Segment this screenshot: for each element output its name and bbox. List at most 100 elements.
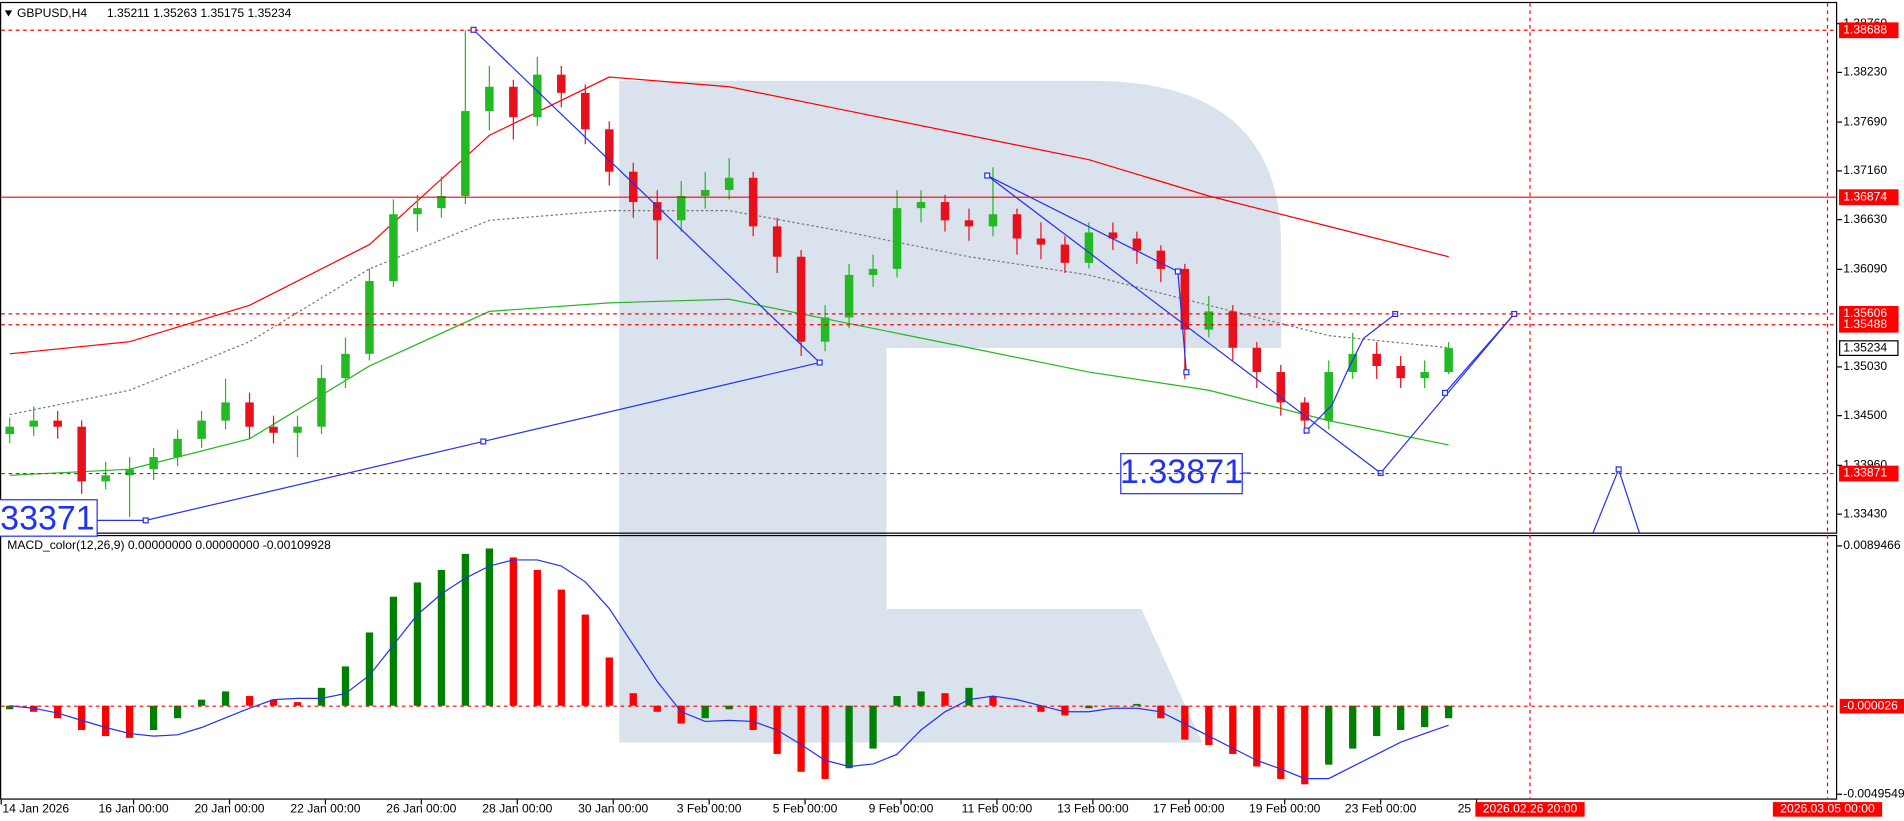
macd-bar [54, 705, 62, 719]
macd-bar [173, 705, 182, 719]
candle-body [796, 256, 806, 342]
y-tick-label: 1.35030 [1843, 359, 1887, 373]
y-tick-label: -0.0049549 [1843, 786, 1904, 800]
candle-body [149, 457, 158, 470]
macd-bar [1253, 705, 1261, 767]
x-tick-label: 23 Feb 00:00 [1345, 802, 1417, 816]
macd-panel-border [0, 534, 1838, 800]
macd-bar [221, 691, 230, 706]
macd-bar [701, 705, 709, 719]
candle-body [197, 420, 206, 439]
macd-bar [1061, 705, 1069, 716]
y-tick-label: 1.37690 [1843, 114, 1887, 128]
anchor [1174, 268, 1181, 275]
candle-body [317, 378, 326, 427]
candle-body [1060, 244, 1070, 263]
macd-bar [1301, 705, 1309, 785]
price-level-label: 1.35234 [1843, 340, 1887, 354]
x-tick-label: 20 Jan 00:00 [194, 802, 264, 816]
anchor [816, 359, 823, 366]
candle-body [700, 189, 710, 197]
candle-body [173, 438, 182, 458]
candle-body [1252, 347, 1262, 373]
candle-body [581, 92, 590, 130]
candle-body [1012, 214, 1022, 239]
macd-bar [869, 705, 877, 749]
anchor [984, 172, 991, 179]
ohlc-quote: 1.35211 1.35263 1.35175 1.35234 [107, 6, 292, 20]
candle-body [868, 268, 878, 275]
x-tick-label: 22 Jan 00:00 [290, 802, 360, 816]
candle-body [892, 208, 902, 269]
candle-body [53, 420, 62, 427]
candle-body [509, 86, 518, 118]
candle-body [29, 420, 38, 427]
price-level-label: 1.38688 [1843, 22, 1887, 36]
candle-body [1348, 353, 1357, 373]
price-level-label: 1.35488 [1843, 317, 1887, 331]
candle-body [221, 402, 230, 421]
macd-bar [102, 705, 110, 737]
candle-body [748, 177, 758, 227]
macd-bar [1421, 705, 1429, 728]
macd-bar [1181, 705, 1189, 740]
candle-body [245, 402, 254, 427]
candle-body [557, 74, 566, 93]
x-tick-label: 28 Jan 00:00 [482, 802, 552, 816]
menu-arrow[interactable] [4, 10, 13, 17]
macd-bar [341, 666, 350, 706]
x-tick-label: 13 Feb 00:00 [1057, 802, 1129, 816]
candle-body [485, 86, 494, 112]
candle-body [1180, 268, 1190, 330]
candle-body [77, 426, 86, 482]
macd-bar [365, 632, 374, 706]
candle-body [533, 74, 542, 118]
price-level-box [1839, 189, 1899, 206]
price-level-box [1839, 465, 1899, 482]
anchor [1615, 466, 1622, 473]
moving-average [9, 76, 1449, 355]
time-marker-label: 2026.03.05 00:00 [1780, 802, 1875, 816]
macd-bar [1205, 705, 1213, 746]
time-marker-box [1475, 802, 1585, 817]
candle-body [772, 226, 782, 257]
x-tick-label: 26 Jan 00:00 [386, 802, 456, 816]
macd-bar [1133, 703, 1141, 706]
candle-body [1276, 372, 1286, 403]
price-level-box [1839, 316, 1899, 333]
anchor [1183, 369, 1190, 376]
candle-body [916, 202, 926, 209]
macd-bar [245, 696, 254, 706]
y-tick-label: 1.37160 [1843, 163, 1887, 177]
macd-title: MACD_color(12,26,9) 0.00000000 0.0000000… [7, 538, 331, 552]
macd-bar [1085, 705, 1093, 709]
anchor [1303, 427, 1310, 434]
candle-body [940, 202, 950, 221]
x-tick-label: 17 Feb 00:00 [1153, 802, 1225, 816]
candle-body [652, 202, 662, 221]
x-tick-label: 5 Feb 00:00 [773, 802, 838, 816]
candle-body [1084, 232, 1094, 263]
macd-bar [677, 705, 685, 724]
candle-body [1396, 365, 1405, 379]
macd-bar [845, 705, 853, 769]
x-tick-label: 14 Jan 2026 [2, 802, 69, 816]
macd-level-label: -0.000026 [1843, 698, 1898, 712]
candle-body [365, 281, 374, 354]
macd-bar [1277, 705, 1285, 779]
candle-body [1228, 311, 1238, 348]
candle-body [605, 129, 614, 172]
macd-bar [1397, 705, 1405, 731]
macd-bar [6, 705, 14, 710]
macd-bar [797, 705, 805, 772]
candle-body [5, 426, 14, 435]
watermark-bowl [619, 80, 1282, 743]
candle-body [964, 220, 974, 227]
macd-bar [1109, 705, 1117, 707]
watermark [619, 80, 1282, 743]
trend-line [97, 361, 820, 521]
price-level-box [1839, 22, 1899, 39]
candle-body [1300, 402, 1309, 421]
annotation: 1.33871 [1120, 453, 1243, 491]
